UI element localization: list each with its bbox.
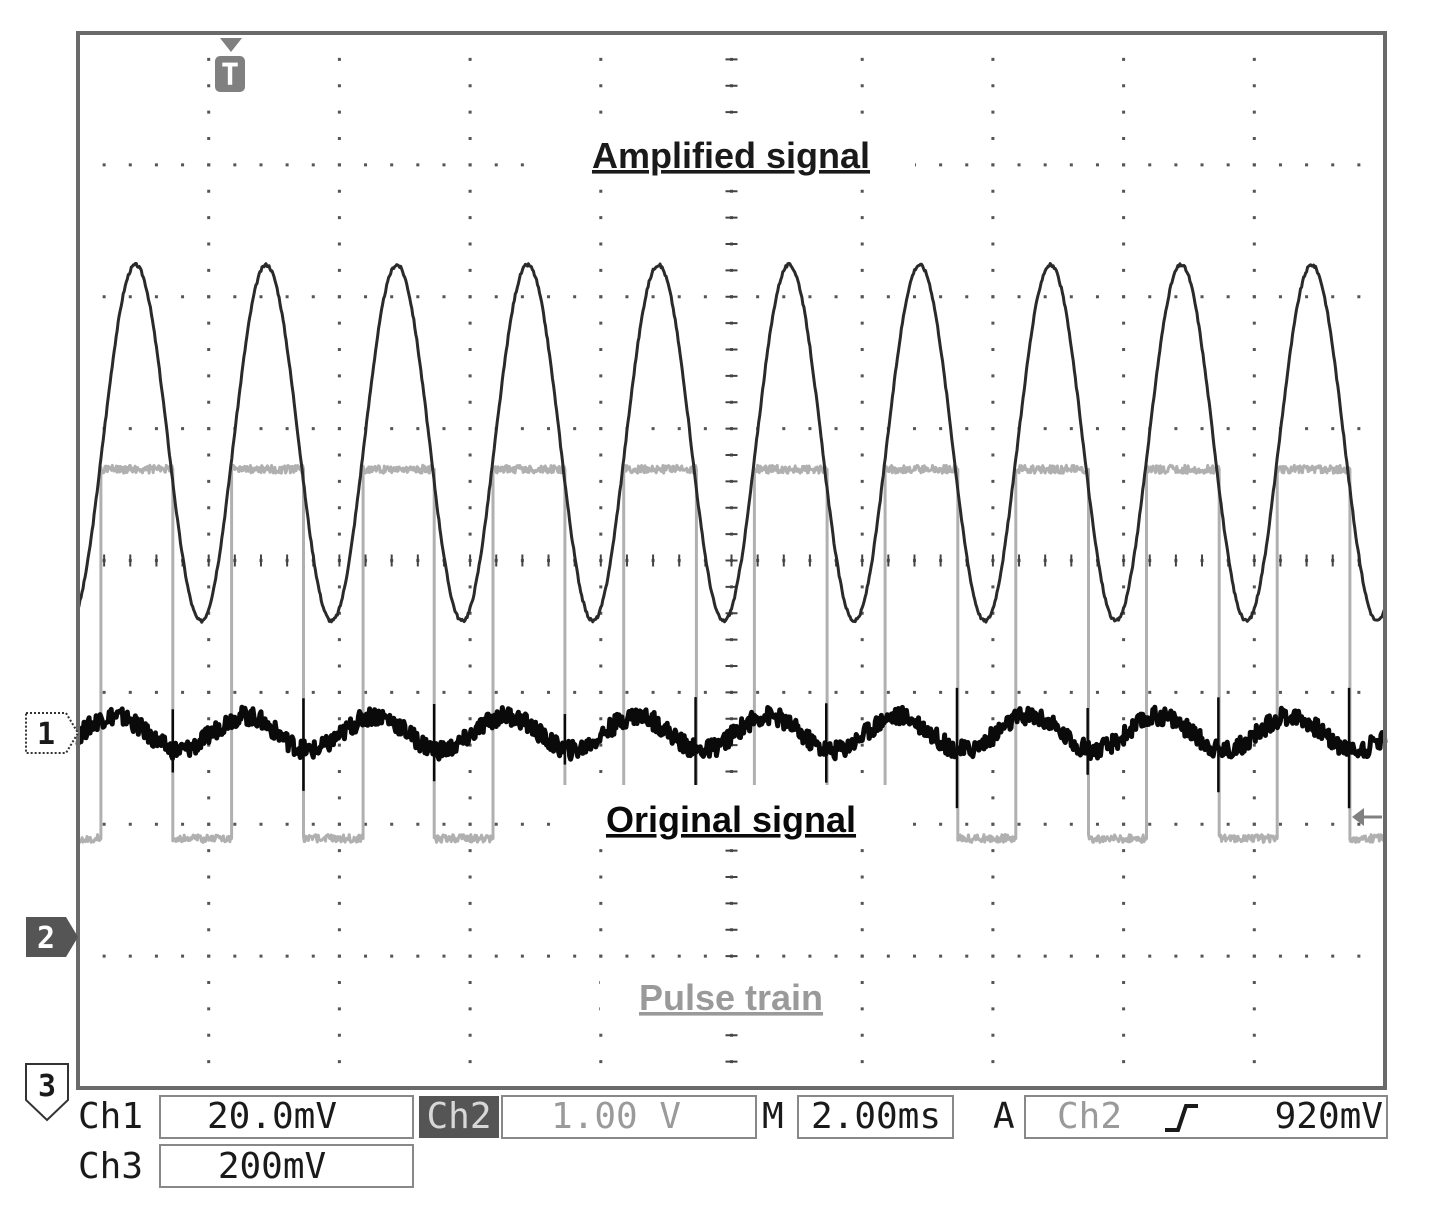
ch2-label-box [419, 1096, 499, 1138]
ch1-value-box [159, 1095, 414, 1139]
ch1-scale: 20.0mV [207, 1096, 337, 1137]
channel-2-marker: 2 [26, 917, 78, 957]
original-signal-label: Original signal [606, 799, 856, 840]
amplified-signal-trace [76, 261, 1387, 624]
channel-3-marker-label: 3 [38, 1069, 56, 1104]
channel-2-marker-label: 2 [37, 921, 55, 956]
screen-border [76, 31, 1387, 1090]
original-signal-trace [75, 704, 1388, 762]
ch1-label: Ch1 [78, 1096, 143, 1137]
pulse-train-label: Pulse train [639, 977, 823, 1018]
trigger-level-arrow-icon [1352, 808, 1382, 826]
ch3-value-box [159, 1144, 414, 1188]
ch3-scale: 200mV [218, 1146, 326, 1187]
ch3-label: Ch3 [78, 1146, 143, 1187]
trigger-marker-label: T [221, 58, 239, 93]
ch2-scale: 1.00 V [551, 1096, 681, 1137]
ch2-label: Ch2 [426, 1096, 491, 1137]
rising-edge-icon [1165, 1104, 1198, 1132]
amplified-signal-label: Amplified signal [592, 135, 870, 176]
channel-1-marker: 1 [25, 712, 80, 754]
trigger-marker: T [215, 38, 245, 93]
original-label-bg [560, 785, 900, 845]
a-label: A [993, 1096, 1015, 1137]
pulse-label-bg [600, 965, 860, 1025]
trigger-source: Ch2 [1057, 1096, 1122, 1137]
channel-1-marker-label: 1 [37, 717, 55, 752]
trigger-level: 920mV [1275, 1096, 1383, 1137]
time-scale: 2.00ms [811, 1096, 941, 1137]
status-bar: Ch1 20.0mV Ch2 1.00 V M 2.00ms A Ch2 920… [78, 1095, 1388, 1188]
channel-3-marker: 3 [25, 1063, 69, 1122]
m-label: M [762, 1096, 784, 1137]
ch2-value-box [501, 1095, 757, 1139]
m-value-box [797, 1095, 954, 1139]
amplified-label-bg [545, 120, 915, 180]
trigger-box [1024, 1095, 1388, 1139]
